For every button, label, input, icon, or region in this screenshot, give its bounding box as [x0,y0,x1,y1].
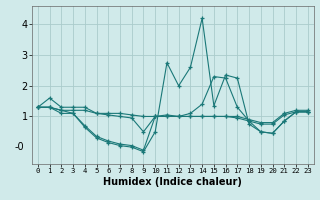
Text: -0: -0 [14,142,24,152]
X-axis label: Humidex (Indice chaleur): Humidex (Indice chaleur) [103,177,242,187]
